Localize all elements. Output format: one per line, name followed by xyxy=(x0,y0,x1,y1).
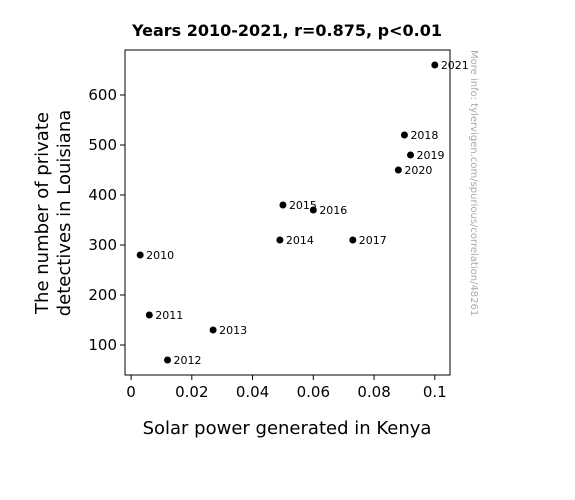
data-point-2015 xyxy=(279,201,287,209)
x-tick-label: 0.1 xyxy=(423,383,447,401)
point-label-2021: 2021 xyxy=(441,59,469,72)
y-tick-label: 100 xyxy=(88,336,117,354)
x-tick-label: 0.06 xyxy=(297,383,330,401)
x-tick-label: 0.02 xyxy=(175,383,208,401)
point-label-2010: 2010 xyxy=(146,249,174,262)
point-label-2019: 2019 xyxy=(417,149,445,162)
point-label-2018: 2018 xyxy=(410,129,438,142)
data-point-2021 xyxy=(431,61,439,69)
point-label-2011: 2011 xyxy=(155,309,183,322)
data-point-2014 xyxy=(276,236,284,244)
y-tick-label: 500 xyxy=(88,136,117,154)
chart-title: Years 2010-2021, r=0.875, p<0.01 xyxy=(131,21,442,40)
data-points: 2010 2011 2012 2013 2014 2015 2016 2017 2018 2019… xyxy=(136,59,469,367)
data-point-2016 xyxy=(309,206,317,214)
axis-ticks: 0 0.02 0.04 0.06 0.08 0.1 100 200 300 400 500 600 xyxy=(88,86,446,401)
x-axis-label: Solar power generated in Kenya xyxy=(143,418,432,439)
data-point-2012 xyxy=(164,356,172,364)
data-point-2011 xyxy=(145,311,153,319)
data-point-2020 xyxy=(394,166,402,174)
y-tick-label: 400 xyxy=(88,186,117,204)
y-axis-label-line-2: detectives in Louisiana xyxy=(54,110,75,317)
point-label-2020: 2020 xyxy=(404,164,432,177)
source-watermark: More info: tylervigen.com/spurious/corre… xyxy=(468,50,479,316)
data-point-2010 xyxy=(136,251,144,259)
data-point-2017 xyxy=(349,236,357,244)
point-label-2014: 2014 xyxy=(286,234,314,247)
x-tick-label: 0.08 xyxy=(357,383,390,401)
data-point-2013 xyxy=(209,326,217,334)
y-tick-label: 200 xyxy=(88,286,117,304)
point-label-2013: 2013 xyxy=(219,324,247,337)
data-point-2019 xyxy=(407,151,415,159)
point-label-2012: 2012 xyxy=(174,354,202,367)
data-point-2018 xyxy=(400,131,408,139)
point-label-2017: 2017 xyxy=(359,234,387,247)
y-axis-label-line-1: The number of private xyxy=(32,112,53,315)
y-tick-label: 300 xyxy=(88,236,117,254)
x-tick-label: 0.04 xyxy=(236,383,269,401)
y-tick-label: 600 xyxy=(88,86,117,104)
x-tick-label: 0 xyxy=(126,383,136,401)
plot-area xyxy=(124,49,451,376)
point-label-2015: 2015 xyxy=(289,199,317,212)
point-label-2016: 2016 xyxy=(319,204,347,217)
